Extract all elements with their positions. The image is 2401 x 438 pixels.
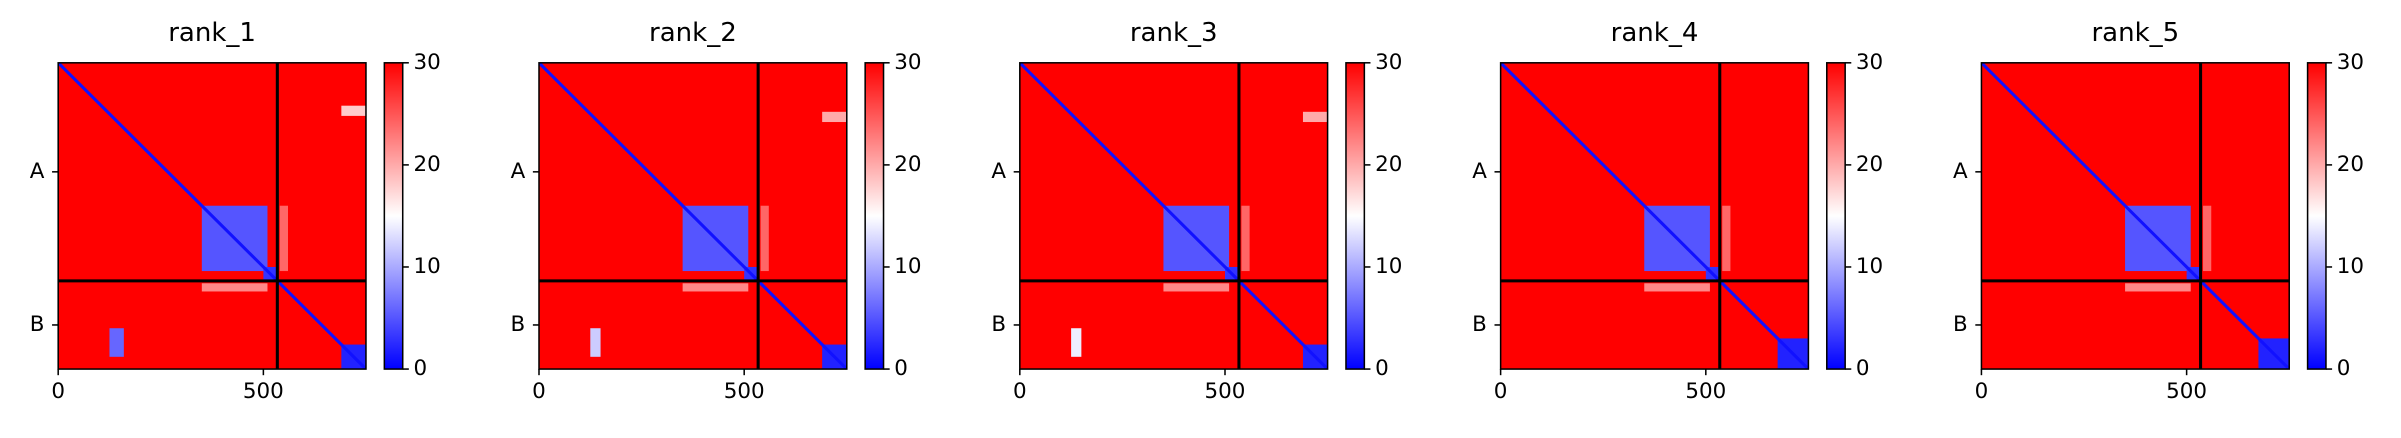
heatmap-cell: [1241, 205, 1250, 272]
plot-frame: [1499, 62, 1810, 370]
colorbar-tick-label: 30: [894, 50, 921, 75]
colorbar: [864, 62, 885, 370]
chart-title: rank_5: [2091, 18, 2179, 48]
heatmap: [1019, 62, 1328, 370]
heatmap: [1981, 62, 2290, 370]
colorbar-tick-label: 10: [1375, 254, 1402, 279]
plot-frame: [1980, 62, 2290, 370]
heatmap-cell: [1722, 205, 1731, 272]
x-tick-label: 500: [1205, 379, 1246, 404]
y-tick-label: A: [991, 159, 1006, 184]
diagonal: [1019, 62, 1328, 370]
panel: rank_1 0 500 A B 0 10 20 30: [30, 18, 441, 404]
heatmap: [58, 62, 366, 370]
y-tick-label: B: [1953, 312, 1968, 337]
colorbar-tick-label: 20: [1856, 152, 1883, 177]
heatmap-cell: [590, 328, 601, 357]
y-tick-label: B: [511, 312, 526, 337]
x-tick-label: 500: [243, 379, 284, 404]
heatmap-cell: [2203, 205, 2212, 272]
x-tick-label: 0: [1013, 379, 1027, 404]
x-tick-label: 0: [1494, 379, 1508, 404]
heatmap-cell: [201, 283, 268, 292]
panel: rank_3 0 500 A B 0 10 20 30: [991, 18, 1402, 404]
diagonal: [58, 62, 366, 370]
y-tick-label: A: [1953, 159, 1968, 184]
plot-frame: [1019, 62, 1329, 370]
panel: rank_4 0 500 A B 0 10 20 30: [1472, 18, 1883, 404]
colorbar-tick-label: 30: [413, 50, 440, 75]
heatmap-cell: [1302, 111, 1328, 123]
x-tick-label: 0: [1975, 379, 1989, 404]
colorbar: [2306, 62, 2327, 370]
x-tick-label: 500: [1685, 379, 1726, 404]
colorbar-tick-label: 0: [1375, 356, 1389, 381]
colorbar: [383, 62, 404, 370]
y-tick-label: B: [991, 312, 1006, 337]
colorbar: [1826, 62, 1846, 370]
y-tick-label: B: [1472, 312, 1487, 337]
diagonal: [539, 62, 847, 370]
chart-title: rank_3: [1130, 18, 1218, 48]
heatmap-cell: [2125, 283, 2191, 292]
colorbar-tick-label: 10: [413, 254, 440, 279]
y-tick-label: A: [1472, 159, 1487, 184]
heatmap-cell: [1071, 328, 1082, 357]
colorbar-tick-label: 10: [2337, 254, 2364, 279]
diagonal: [1981, 62, 2290, 370]
x-tick-label: 500: [2166, 379, 2207, 404]
plot-frame: [538, 62, 848, 370]
colorbar-tick-label: 30: [1856, 50, 1883, 75]
chart-title: rank_4: [1611, 18, 1699, 48]
colorbar-tick-label: 20: [894, 152, 921, 177]
heatmap-cell: [341, 105, 366, 116]
colorbar: [1345, 62, 1366, 370]
colorbar-tick-label: 10: [894, 254, 921, 279]
heatmap: [1500, 62, 1809, 370]
heatmap-cell: [682, 283, 749, 292]
colorbar-tick-label: 30: [1375, 50, 1402, 75]
panel: rank_5 0 500 A B 0 10 20 30: [1953, 18, 2364, 404]
colorbar-tick-label: 10: [1856, 254, 1883, 279]
heatmap: [539, 62, 847, 370]
heatmap-cell: [279, 205, 288, 272]
heatmap-cell: [760, 205, 769, 272]
y-tick-label: A: [30, 159, 45, 184]
colorbar-tick-label: 0: [413, 356, 427, 381]
colorbar-tick-label: 20: [2337, 152, 2364, 177]
y-tick-label: B: [30, 312, 45, 337]
heatmap-cell: [1644, 283, 1710, 292]
colorbar-tick-label: 20: [413, 152, 440, 177]
x-tick-label: 0: [532, 379, 546, 404]
chart-title: rank_2: [649, 18, 737, 48]
x-tick-label: 500: [724, 379, 765, 404]
colorbar-tick-label: 30: [2337, 50, 2364, 75]
y-tick-label: A: [511, 159, 526, 184]
colorbar-tick-label: 0: [894, 356, 908, 381]
heatmap-cell: [109, 328, 124, 357]
heatmap-cell: [1163, 283, 1230, 292]
diagonal: [1500, 62, 1809, 370]
panel: rank_2 0 500 A B 0 10 20 30: [511, 18, 922, 404]
heatmap-cell: [822, 111, 847, 123]
x-tick-label: 0: [51, 379, 65, 404]
colorbar-tick-label: 20: [1375, 152, 1402, 177]
chart-title: rank_1: [168, 18, 256, 48]
colorbar-tick-label: 0: [1856, 356, 1870, 381]
plot-frame: [57, 62, 367, 370]
colorbar-tick-label: 0: [2337, 356, 2351, 381]
